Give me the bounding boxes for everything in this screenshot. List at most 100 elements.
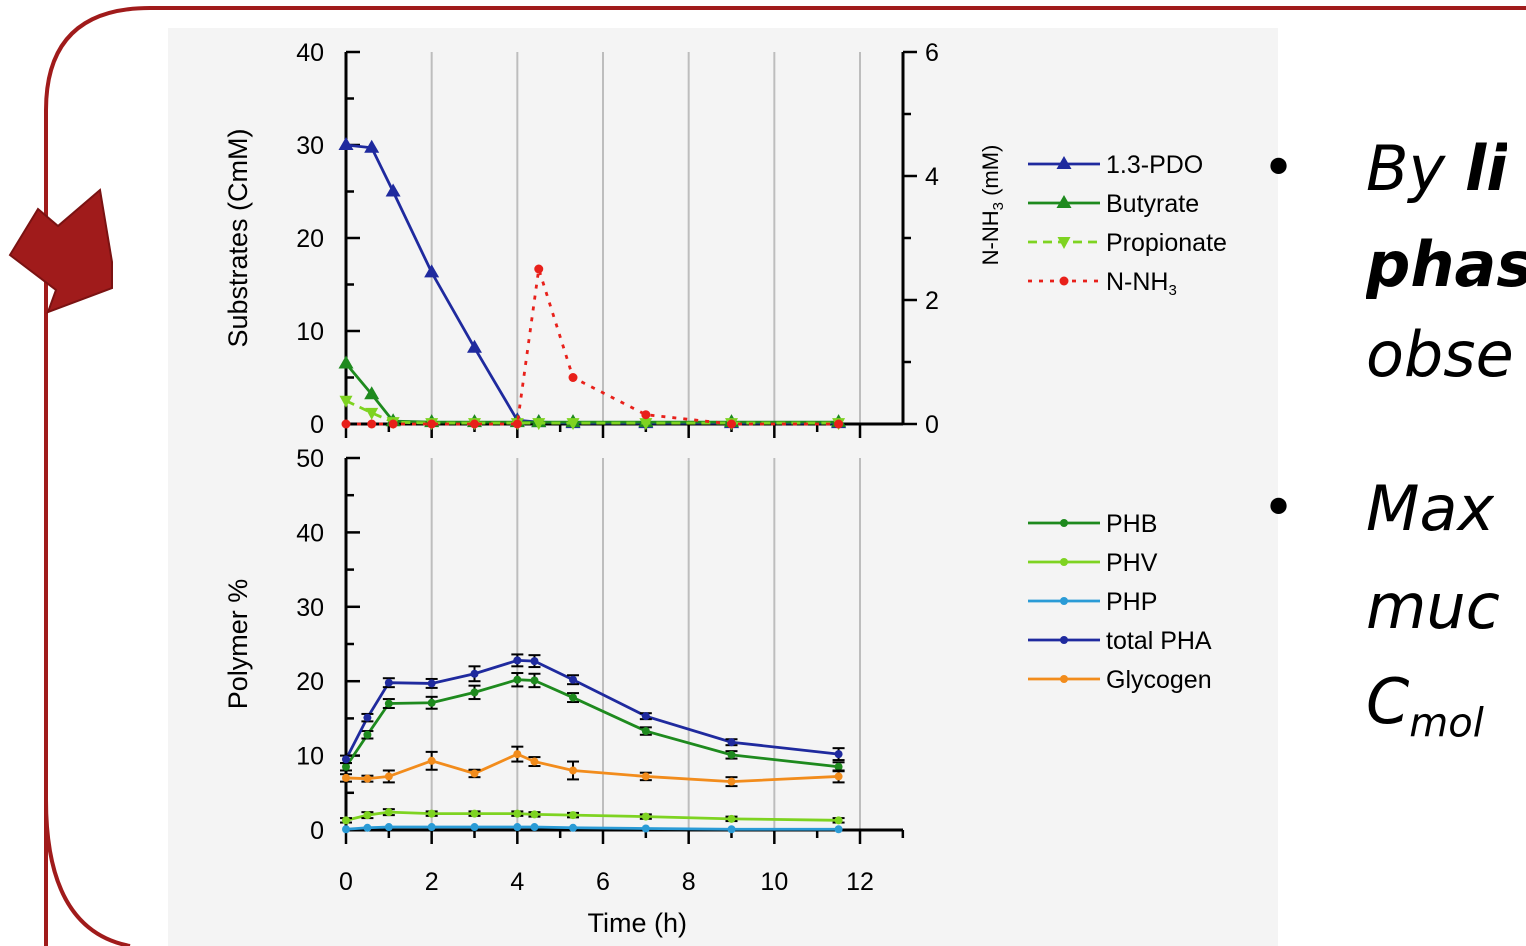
y-tick-label-right-6: 6 [925,39,939,67]
point-total-pha-6 [530,657,539,666]
bullet-line-5: Cmol [1366,665,1484,746]
point-phb-4 [470,688,479,697]
y-tick-label-right-2: 2 [925,287,939,315]
point-total-pha-10 [834,750,843,759]
legend-label-butyrate: Butyrate [1106,190,1199,218]
point-n-nh-7 [568,373,578,382]
point-php-2 [384,823,393,832]
point-propionate-8 [639,418,653,431]
point-total-pha-3 [427,679,436,688]
point-phv-5 [513,809,522,818]
point-n-nh-6 [534,264,544,274]
series-line-propionate [345,399,839,425]
bullet-text-part: muc [1366,570,1500,643]
substrates-chart: 0 10 20 30 40 0 2 4 6 Substrates (CmM) N-NH3 (mM) 1… [223,39,1227,439]
point-phv-6 [530,810,539,819]
legend-marker-php [1060,597,1068,605]
slide-border-bottom-curve [44,799,131,946]
point-phb-9 [727,750,736,759]
point-php-9 [727,825,736,834]
y-axis-title: Polymer % [223,579,253,710]
point-glycogen-6 [530,757,539,766]
point-glycogen-8 [641,772,650,781]
point-phv-3 [427,809,436,818]
point-glycogen-1 [363,774,372,783]
point-phb-10 [834,762,843,771]
legend-marker-1-3-pdo [1056,156,1072,169]
bullet-text-part: li [1464,132,1508,205]
point-php-6 [530,823,539,832]
y-tick-label-left-0: 0 [310,411,324,439]
bullet-dot: • [1262,476,1296,541]
legend-label-propionate: Propionate [1106,229,1227,257]
bullet-line-1: phas [1366,228,1526,301]
y-tick-label-left-40: 40 [296,39,324,67]
point-phv-4 [470,809,479,818]
legend-label-php: PHP [1106,588,1157,616]
point-propionate-6 [532,418,546,431]
legend-marker-phb [1060,519,1068,527]
y-tick-label-right-4: 4 [925,163,939,191]
bullet-text-part: Max [1366,472,1495,545]
x-tick-label-2: 2 [425,868,439,896]
point-n-nh-1 [367,419,377,429]
point-phb-6 [530,676,539,685]
y-tick-label-30: 30 [296,594,324,622]
y-tick-label-10: 10 [296,743,324,771]
point-php-8 [641,824,650,833]
series-line-butyrate [344,362,839,424]
point-butyrate-1 [364,386,380,400]
point-phv-0 [342,816,350,825]
legend-label-phv: PHV [1106,549,1158,577]
point-phb-8 [641,727,650,736]
point-butyrate-0 [338,355,354,369]
legend-marker-phv [1060,558,1068,566]
point-n-nh-8 [641,410,651,420]
x-tick-label-6: 6 [596,868,610,896]
point-php-5 [513,823,522,832]
red-arrow-icon [8,188,113,314]
point-total-pha-9 [727,738,736,747]
point-n-nh-2 [388,419,398,429]
point-php-3 [427,823,436,832]
bullet-text-part: obse [1366,318,1514,391]
bullet-dot: • [1262,136,1296,201]
point-phb-1 [363,730,372,739]
point-phv-9 [727,814,736,823]
point-phv-1 [363,811,372,820]
bullet-line-4: muc [1366,570,1500,643]
polymer-chart: 0 10 20 30 40 50 0 2 4 6 8 10 12 Polymer % Time (h) PHB… [223,445,1212,938]
point-total-pha-4 [470,669,479,678]
legend-marker-propionate [1057,237,1071,249]
series-line-phb [344,678,839,769]
x-tick-label-8: 8 [682,868,696,896]
point-phb-5 [513,675,522,684]
y-tick-label-20: 20 [296,668,324,696]
x-axis-title: Time (h) [588,908,688,938]
point-php-4 [470,823,479,832]
legend-label-n-nh: N-NH3 [1106,268,1177,299]
bullet-text-part: phas [1366,228,1526,301]
point-total-pha-7 [569,675,578,684]
point-n-nh-5 [512,419,522,429]
bullet-text-part: By [1366,132,1465,205]
legend-marker-total-pha [1060,636,1068,644]
point-phv-2 [384,808,393,817]
legend-marker-n-nh [1059,276,1069,286]
point-1-3-pdo-0 [338,137,354,150]
point-phb-0 [342,762,350,771]
point-glycogen-5 [513,750,522,759]
point-phv-10 [834,816,843,825]
point-total-pha-8 [641,712,650,721]
legend-label-total-pha: total PHA [1106,627,1212,655]
point-php-10 [834,825,843,834]
legend-label-1-3-pdo: 1.3-PDO [1106,151,1203,179]
y-tick-label-40: 40 [296,519,324,547]
series-line-total-pha [344,658,839,760]
y-tick-label-left-10: 10 [296,318,324,346]
point-glycogen-9 [727,777,736,786]
point-glycogen-0 [342,773,350,782]
legend-label-glycogen: Glycogen [1106,666,1212,694]
legend-label-phb: PHB [1106,510,1157,538]
